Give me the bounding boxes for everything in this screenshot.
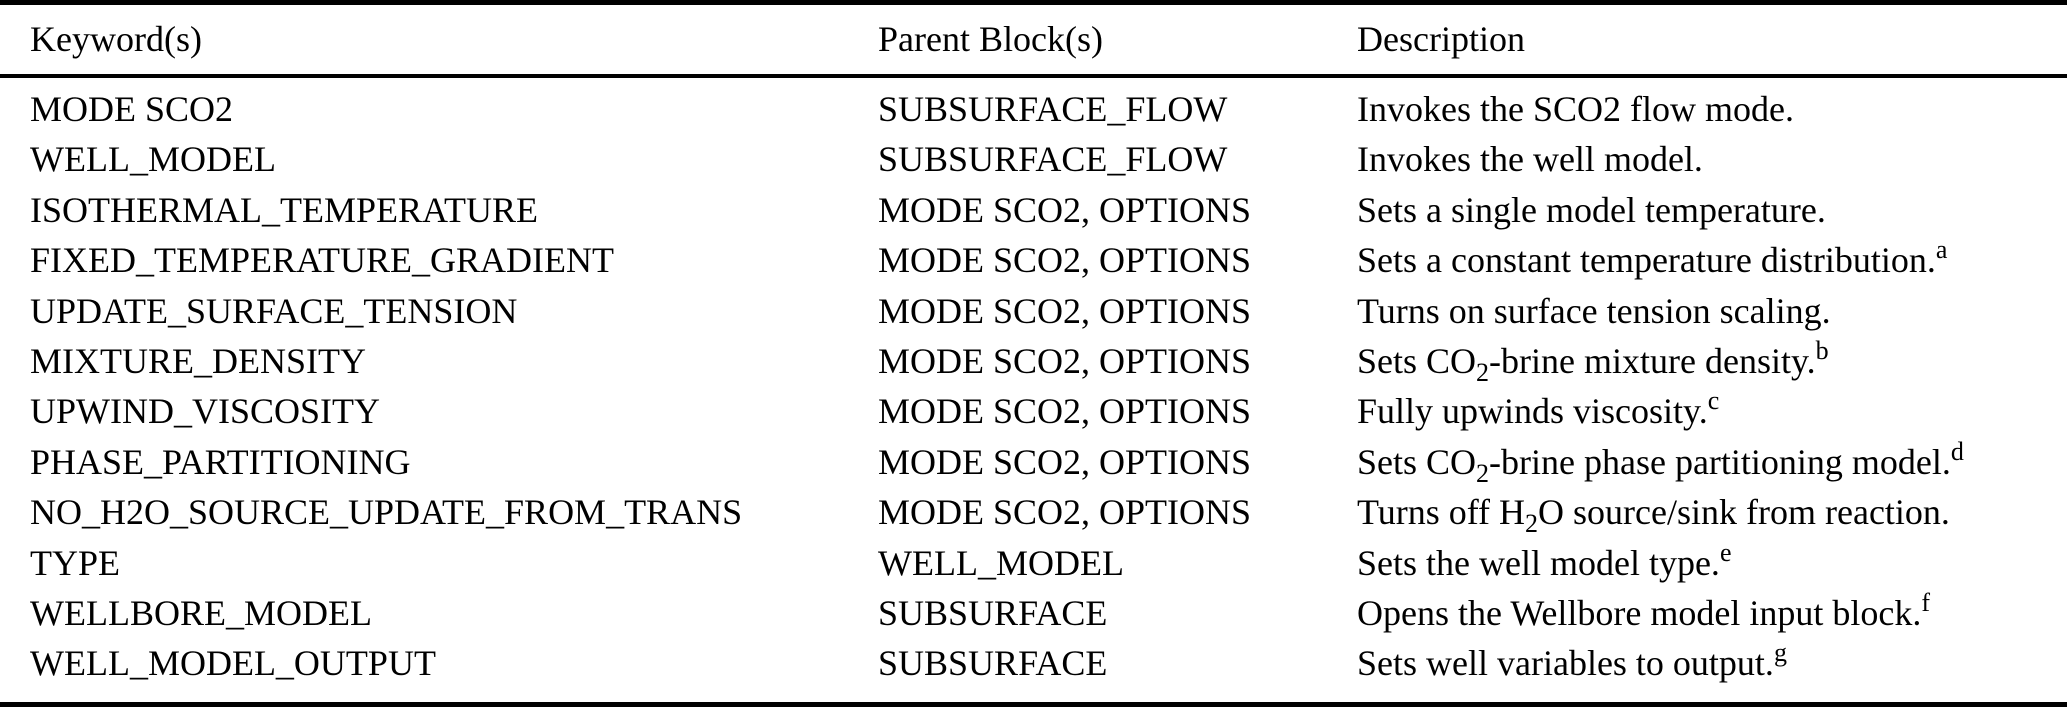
keyword-cell: TYPE <box>30 542 120 583</box>
table-row: PHASE_PARTITIONING MODE SCO2, OPTIONS Se… <box>0 437 2067 487</box>
keyword-cell: FIXED_TEMPERATURE_GRADIENT <box>30 240 614 281</box>
keyword-cell: UPDATE_SURFACE_TENSION <box>30 290 518 331</box>
footnote-marker: f <box>1921 587 1930 617</box>
column-header-parent-blocks: Parent Block(s) <box>878 19 1103 59</box>
keyword-cell: MODE SCO2 <box>30 89 234 129</box>
table-body: MODE SCO2 SUBSURFACE_FLOW Invokes the SC… <box>0 84 2067 689</box>
description-cell: Turns on surface tension scaling. <box>1357 290 1831 331</box>
parent-block-cell: SUBSURFACE_FLOW <box>878 139 1228 180</box>
table-row: ISOTHERMAL_TEMPERATURE MODE SCO2, OPTION… <box>0 185 2067 235</box>
table-row: WELL_MODEL_OUTPUT SUBSURFACE Sets well v… <box>0 638 2067 688</box>
table-row: UPWIND_VISCOSITY MODE SCO2, OPTIONS Full… <box>0 386 2067 436</box>
parent-block-cell: SUBSURFACE <box>878 592 1108 633</box>
parent-block-cell: MODE SCO2, OPTIONS <box>878 240 1252 281</box>
chemical-subscript: 2 <box>1476 458 1490 488</box>
table-top-rule <box>0 0 2067 5</box>
table-row: UPDATE_SURFACE_TENSION MODE SCO2, OPTION… <box>0 286 2067 336</box>
parent-block-cell: MODE SCO2, OPTIONS <box>878 391 1252 432</box>
description-cell: Sets the well model type.e <box>1357 537 1732 583</box>
description-cell: Sets CO2-brine mixture density.b <box>1357 335 1829 387</box>
keyword-cell: NO_H2O_SOURCE_UPDATE_FROM_TRANS <box>30 492 743 533</box>
keyword-cell: WELLBORE_MODEL <box>30 592 372 633</box>
table-row: TYPE WELL_MODEL Sets the well model type… <box>0 538 2067 588</box>
table-bottom-rule <box>0 702 2067 707</box>
column-header-description: Description <box>1357 19 1525 59</box>
parent-block-cell: SUBSURFACE <box>878 643 1108 684</box>
footnote-marker: g <box>1773 638 1787 668</box>
footnote-marker: d <box>1950 436 1964 466</box>
keyword-cell: PHASE_PARTITIONING <box>30 441 411 482</box>
description-cell: Sets well variables to output.g <box>1357 638 1787 684</box>
keyword-cell: MIXTURE_DENSITY <box>30 340 366 381</box>
parent-block-cell: SUBSURFACE_FLOW <box>878 89 1228 129</box>
description-cell: Fully upwinds viscosity.c <box>1357 386 1720 432</box>
table-row: WELL_MODEL SUBSURFACE_FLOW Invokes the w… <box>0 134 2067 184</box>
keyword-cell: ISOTHERMAL_TEMPERATURE <box>30 189 539 230</box>
parent-block-cell: MODE SCO2, OPTIONS <box>878 340 1252 381</box>
parent-block-cell: WELL_MODEL <box>878 542 1124 583</box>
table-row: MIXTURE_DENSITY MODE SCO2, OPTIONS Sets … <box>0 336 2067 386</box>
description-cell: Sets CO2-brine phase partitioning model.… <box>1357 436 1964 488</box>
table-row: FIXED_TEMPERATURE_GRADIENT MODE SCO2, OP… <box>0 235 2067 285</box>
description-cell: Opens the Wellbore model input block.f <box>1357 587 1930 633</box>
keyword-cell: UPWIND_VISCOSITY <box>30 391 380 432</box>
chemical-subscript: 2 <box>1525 509 1539 539</box>
table-row: MODE SCO2 SUBSURFACE_FLOW Invokes the SC… <box>0 84 2067 134</box>
parent-block-cell: MODE SCO2, OPTIONS <box>878 492 1252 533</box>
description-cell: Turns off H2O source/sink from reaction. <box>1357 492 1950 539</box>
table-header-rule <box>0 74 2067 78</box>
footnote-marker: c <box>1707 386 1720 416</box>
description-cell: Invokes the well model. <box>1357 139 1703 180</box>
parent-block-cell: MODE SCO2, OPTIONS <box>878 189 1252 230</box>
table-header-row: Keyword(s) Parent Block(s) Description <box>0 5 2067 74</box>
keyword-cell: WELL_MODEL_OUTPUT <box>30 643 436 684</box>
footnote-marker: e <box>1719 537 1732 567</box>
footnote-marker: b <box>1815 335 1829 365</box>
column-header-keywords: Keyword(s) <box>30 19 202 59</box>
description-cell: Invokes the SCO2 flow mode. <box>1357 89 1794 129</box>
description-cell: Sets a constant temperature distribution… <box>1357 235 1948 281</box>
chemical-subscript: 2 <box>1476 357 1490 387</box>
table-row: NO_H2O_SOURCE_UPDATE_FROM_TRANS MODE SCO… <box>0 487 2067 537</box>
footnote-marker: a <box>1935 235 1948 265</box>
keyword-cell: WELL_MODEL <box>30 139 276 180</box>
description-cell: Sets a single model temperature. <box>1357 189 1826 230</box>
parent-block-cell: MODE SCO2, OPTIONS <box>878 290 1252 331</box>
table-row: WELLBORE_MODEL SUBSURFACE Opens the Well… <box>0 588 2067 638</box>
parent-block-cell: MODE SCO2, OPTIONS <box>878 441 1252 482</box>
